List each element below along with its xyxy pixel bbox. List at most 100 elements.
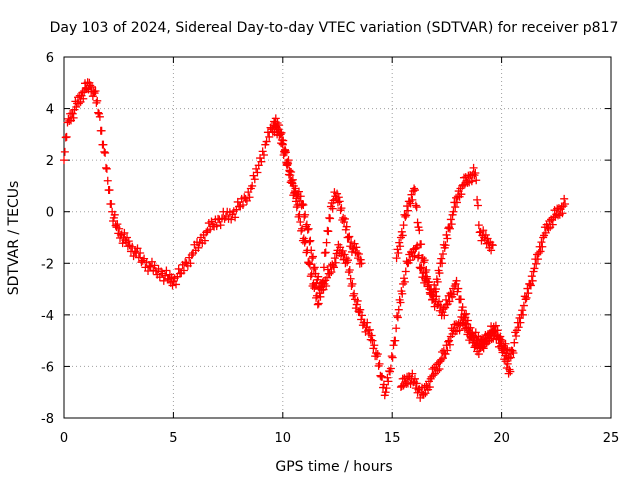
data-point: [339, 213, 348, 222]
data-point: [443, 346, 452, 355]
data-point: [541, 228, 550, 237]
data-point: [357, 259, 366, 268]
data-point: [438, 354, 447, 363]
data-point: [417, 240, 426, 249]
data-point: [561, 199, 570, 208]
data-point: [347, 281, 356, 290]
data-point: [469, 163, 478, 172]
data-point: [297, 226, 306, 235]
data-point: [337, 204, 346, 213]
data-point: [168, 281, 177, 290]
data-point: [560, 194, 569, 203]
data-point: [105, 186, 114, 195]
chart-title: Day 103 of 2024, Sidereal Day-to-day VTE…: [50, 20, 619, 36]
data-point: [378, 372, 387, 381]
data-point: [424, 277, 433, 286]
data-point: [60, 147, 69, 156]
data-point: [445, 340, 454, 349]
data-point: [512, 332, 521, 341]
data-point: [392, 254, 401, 263]
data-point: [356, 255, 365, 264]
data-point: [273, 119, 282, 128]
data-point: [441, 241, 450, 250]
data-point: [346, 274, 355, 283]
data-point: [471, 169, 480, 178]
y-tick-label: -6: [41, 360, 54, 375]
y-tick-label: -2: [41, 257, 54, 272]
y-tick-label: 2: [46, 154, 54, 169]
data-point: [533, 255, 542, 264]
data-point: [384, 377, 393, 386]
data-point: [250, 175, 259, 184]
data-point: [431, 285, 440, 294]
data-point: [283, 161, 292, 170]
data-point: [530, 264, 539, 273]
data-point: [159, 276, 168, 285]
data-point: [420, 256, 429, 265]
data-point: [103, 176, 112, 185]
data-point: [456, 295, 465, 304]
data-point: [348, 279, 357, 288]
data-point: [288, 179, 297, 188]
data-point: [309, 264, 318, 273]
data-point: [460, 324, 469, 333]
data-point: [120, 228, 129, 237]
data-point: [410, 184, 419, 193]
data-point: [435, 297, 444, 306]
data-point: [435, 269, 444, 278]
data-point: [548, 220, 557, 229]
data-point: [329, 263, 338, 272]
data-point: [389, 341, 398, 350]
data-point: [200, 236, 209, 245]
data-point: [186, 259, 195, 268]
data-point: [473, 201, 482, 210]
data-point: [307, 270, 316, 279]
data-point: [136, 248, 145, 257]
data-point: [212, 222, 221, 231]
data-point: [344, 233, 353, 242]
data-point: [375, 359, 384, 368]
data-point: [330, 254, 339, 263]
x-tick-label: 5: [169, 431, 177, 446]
data-point: [115, 224, 124, 233]
data-point: [291, 197, 300, 206]
data-point: [340, 214, 349, 223]
data-point: [433, 277, 442, 286]
data-point: [238, 201, 247, 210]
data-point: [428, 295, 437, 304]
data-point: [368, 336, 377, 345]
data-point: [60, 156, 68, 165]
data-point: [296, 192, 305, 201]
data-point: [301, 236, 310, 245]
plot-frame: [63, 56, 612, 419]
data-point: [392, 324, 401, 333]
data-point: [124, 237, 133, 246]
data-point: [345, 232, 354, 241]
data-point: [333, 189, 342, 198]
data-point: [272, 123, 281, 132]
data-point: [326, 214, 335, 223]
data-point: [342, 222, 351, 231]
data-point: [69, 113, 78, 122]
data-point: [102, 164, 111, 173]
data-point: [113, 220, 122, 229]
data-point: [499, 344, 508, 353]
data-point: [358, 311, 367, 320]
data-point: [373, 350, 382, 359]
data-point: [506, 367, 515, 376]
data-point: [95, 112, 104, 121]
data-point: [449, 207, 458, 216]
data-point: [383, 373, 392, 382]
y-tick-label: -4: [41, 309, 54, 324]
data-point: [344, 256, 353, 265]
data-point: [435, 365, 444, 374]
data-point: [319, 277, 328, 286]
data-point: [393, 313, 402, 322]
data-point: [322, 273, 331, 282]
data-point: [446, 289, 455, 298]
x-tick-label: 25: [603, 431, 620, 446]
data-point: [386, 364, 395, 373]
data-point: [442, 230, 451, 239]
data-point: [534, 248, 543, 257]
